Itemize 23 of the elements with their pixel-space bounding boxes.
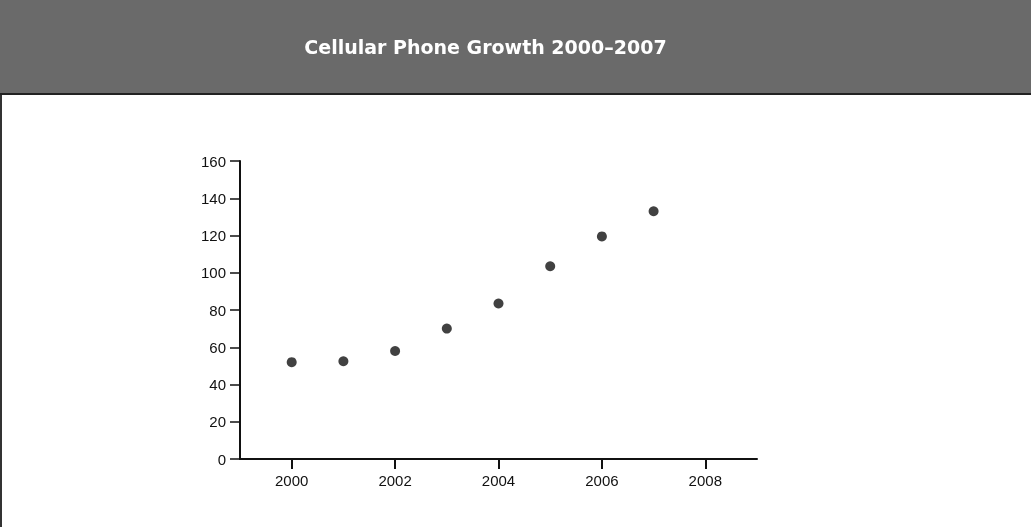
x-tick-label: 2000 xyxy=(275,472,309,489)
x-tick-label: 2004 xyxy=(481,472,516,489)
point xyxy=(493,298,504,309)
point xyxy=(441,323,452,334)
y-tick-label: 100 xyxy=(200,264,226,282)
y-tick-label: 20 xyxy=(209,413,226,431)
y-tick-label: 140 xyxy=(200,189,226,207)
point xyxy=(648,206,659,217)
chart-title: Cellular Phone Growth 2000–2007 xyxy=(304,35,667,58)
y-tick-label: 40 xyxy=(209,376,226,393)
y-tick-label: 0 xyxy=(217,450,226,468)
point xyxy=(338,356,349,367)
point xyxy=(286,357,297,368)
y-tick-label: 60 xyxy=(209,338,226,356)
y-tick-label: 80 xyxy=(209,301,226,319)
y-tick-label: 160 xyxy=(200,152,226,170)
y-tick-label: 120 xyxy=(200,227,226,244)
point xyxy=(545,261,556,272)
point xyxy=(596,231,607,242)
point xyxy=(390,345,401,356)
x-tick-label: 2006 xyxy=(585,472,619,489)
x-tick-label: 2002 xyxy=(378,472,412,489)
x-tick-label: 2008 xyxy=(688,472,722,489)
